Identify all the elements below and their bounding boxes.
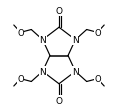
Text: O: O (55, 96, 63, 105)
Text: O: O (94, 74, 101, 83)
Text: N: N (39, 67, 46, 76)
Text: N: N (72, 67, 79, 76)
Text: O: O (17, 29, 24, 38)
Text: O: O (17, 74, 24, 83)
Text: O: O (94, 29, 101, 38)
Text: O: O (55, 7, 63, 16)
Text: N: N (39, 36, 46, 45)
Text: N: N (72, 36, 79, 45)
